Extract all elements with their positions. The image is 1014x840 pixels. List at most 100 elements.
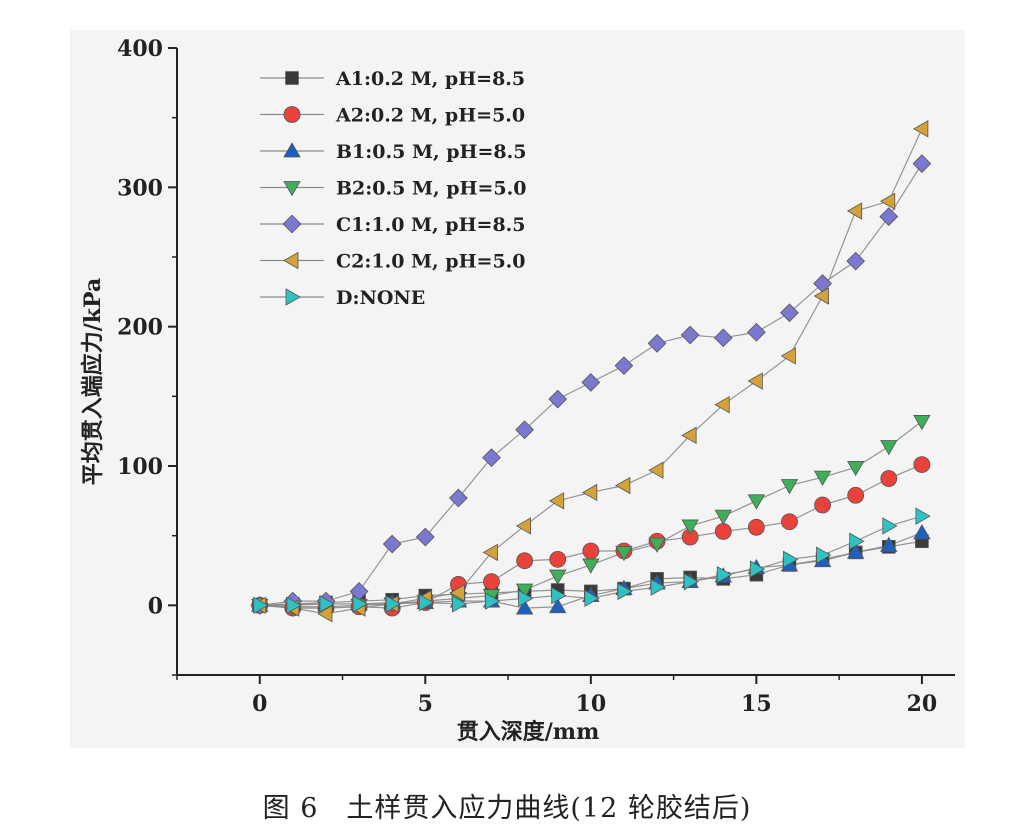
y-tick-label: 400 <box>117 36 163 62</box>
data-point <box>515 420 534 440</box>
data-point <box>747 518 765 536</box>
data-point <box>915 507 931 525</box>
data-point <box>846 251 866 271</box>
data-point <box>846 460 865 477</box>
series-markers <box>250 120 932 623</box>
series-markers-7 <box>253 507 931 615</box>
data-point <box>614 356 634 376</box>
data-point <box>382 534 402 554</box>
data-point <box>415 527 435 547</box>
legend-marker <box>283 251 299 270</box>
data-point <box>319 595 335 613</box>
data-point <box>615 476 631 495</box>
data-point <box>880 440 898 456</box>
data-point <box>549 550 567 568</box>
data-point <box>846 202 863 220</box>
data-point <box>912 154 932 174</box>
data-point <box>548 389 568 409</box>
series-line-4 <box>259 420 923 608</box>
data-point <box>482 448 501 468</box>
data-point <box>549 597 567 614</box>
legend-label: C1:1.0 M, pH=8.5 <box>336 214 526 236</box>
data-point <box>880 536 898 552</box>
data-point <box>485 592 501 610</box>
legend-marker <box>282 214 302 234</box>
data-point <box>515 599 534 615</box>
legend-label: B2:0.5 M, pH=5.0 <box>336 178 526 200</box>
data-point <box>913 415 931 431</box>
data-point <box>253 596 269 615</box>
data-point <box>749 560 766 578</box>
data-point <box>913 120 929 138</box>
data-point <box>286 596 302 615</box>
data-point <box>882 517 898 535</box>
data-point <box>548 492 565 510</box>
chart-figure: 0 5 10 15 20 0 100 200 300 400 贯入深度/mm 平均贯入端应力/kPa … <box>70 30 965 748</box>
data-point <box>681 519 699 535</box>
data-point <box>617 582 633 601</box>
legend-marker <box>283 142 301 158</box>
data-point <box>615 545 633 562</box>
data-point <box>849 532 865 550</box>
data-point <box>648 461 664 479</box>
data-point <box>813 287 829 305</box>
legend-marker <box>285 288 301 306</box>
data-point <box>449 488 468 508</box>
legend-label: B1:0.5 M, pH=8.5 <box>336 141 526 163</box>
data-point <box>549 569 567 585</box>
data-point <box>317 605 333 623</box>
data-point <box>683 572 699 591</box>
data-point <box>650 578 666 596</box>
y-tick-label: 100 <box>117 454 163 480</box>
x-tick-label: 10 <box>576 691 607 717</box>
data-point <box>713 328 733 348</box>
y-tick-label: 300 <box>117 175 163 201</box>
x-tick-label: 15 <box>741 691 772 717</box>
data-point <box>781 513 798 531</box>
data-point <box>584 589 600 608</box>
legend-marker <box>283 181 301 197</box>
y-axis-title: 平均贯入端应力/kPa <box>80 278 106 486</box>
data-point <box>352 595 368 613</box>
data-point <box>780 479 799 495</box>
data-point <box>483 573 500 591</box>
data-point <box>879 207 899 226</box>
legend-label: C2:1.0 M, pH=5.0 <box>336 251 526 273</box>
data-point <box>747 372 763 390</box>
data-point <box>813 470 832 486</box>
data-point <box>582 483 598 502</box>
legend-label: A1:0.2 M, pH=8.5 <box>335 68 525 90</box>
data-point <box>714 509 732 525</box>
data-point <box>780 347 796 365</box>
data-point <box>647 334 667 353</box>
data-point <box>515 517 532 535</box>
data-point <box>913 524 931 540</box>
data-point <box>518 589 534 608</box>
data-point <box>847 486 865 504</box>
data-point <box>681 426 697 445</box>
legend-item-1: A1:0.2 M, pH=8.5 <box>260 68 525 90</box>
data-point <box>714 396 730 414</box>
data-point <box>680 325 700 345</box>
data-point <box>880 470 898 487</box>
data-point <box>913 456 931 474</box>
data-point <box>418 593 435 612</box>
legend-marker <box>283 106 301 123</box>
data-point <box>648 537 666 553</box>
legend-item-2: A2:0.2 M, pH=5.0 <box>260 105 525 127</box>
data-point <box>515 583 534 599</box>
legend-item-4: B2:0.5 M, pH=5.0 <box>260 178 526 200</box>
data-point <box>714 523 732 540</box>
x-axis-title: 贯入深度/mm <box>457 719 600 745</box>
x-tick-label: 20 <box>907 691 938 717</box>
y-tick-label: 200 <box>117 315 163 341</box>
figure-caption: 图 6 土样贯入应力曲线(12 轮胶结后) <box>262 793 752 824</box>
data-point <box>846 543 865 559</box>
series-lines <box>259 128 923 615</box>
legend-marker <box>285 71 299 85</box>
legend-label: D:NONE <box>336 287 425 309</box>
data-point <box>449 584 465 602</box>
data-point <box>746 322 766 342</box>
data-point <box>879 192 896 210</box>
